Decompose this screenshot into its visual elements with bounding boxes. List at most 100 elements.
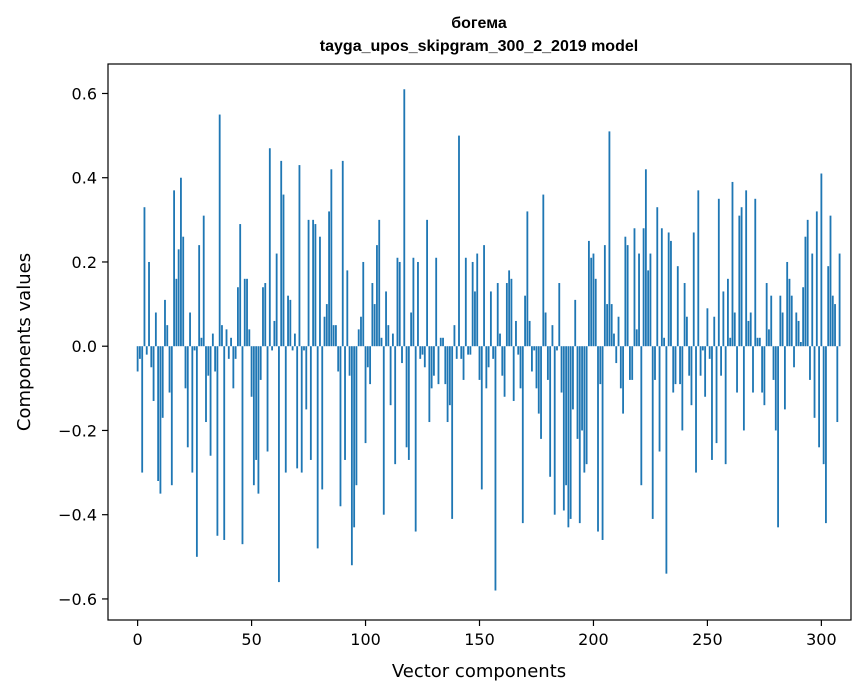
y-tick-label: −0.2 (58, 421, 97, 440)
bar (396, 257, 399, 347)
bar (376, 245, 378, 347)
bar (783, 346, 786, 410)
bar (341, 160, 344, 347)
bar (583, 346, 586, 473)
bar (282, 194, 285, 347)
bar (275, 253, 278, 347)
bar (350, 346, 353, 566)
bar (339, 346, 342, 507)
bar (761, 346, 764, 393)
bar (237, 287, 239, 347)
bar (631, 346, 634, 380)
bar (519, 346, 522, 389)
x-tick-label: 0 (133, 630, 143, 649)
bar (496, 283, 499, 347)
bar (453, 325, 456, 347)
bar (756, 337, 759, 347)
y-axis-label: Components values (14, 253, 35, 431)
bar (647, 270, 650, 347)
bar (836, 346, 839, 423)
bar (243, 278, 246, 347)
bar (651, 346, 654, 519)
bar (717, 198, 720, 347)
bar (644, 169, 647, 347)
bar (590, 257, 593, 347)
bar (366, 346, 369, 368)
bar (779, 295, 782, 347)
bar (207, 346, 210, 376)
bar (587, 240, 590, 347)
bar (200, 337, 203, 347)
bar (221, 325, 223, 347)
bar (389, 346, 392, 406)
bar (517, 346, 520, 355)
bar (699, 346, 702, 376)
bar (442, 337, 444, 347)
bar (695, 346, 697, 473)
bar (745, 190, 748, 347)
bar (252, 346, 255, 486)
bar (642, 228, 645, 347)
bar (510, 278, 513, 347)
bar (799, 342, 802, 347)
bar (209, 346, 212, 456)
bar (239, 224, 242, 347)
bar (765, 283, 768, 347)
bar (346, 270, 349, 347)
bar (227, 346, 230, 359)
bar (293, 333, 296, 347)
bar (437, 346, 440, 385)
bar (205, 346, 207, 423)
bar (248, 329, 251, 347)
bar (380, 337, 383, 347)
bar (262, 287, 264, 347)
bar (640, 346, 643, 486)
bar (391, 333, 394, 347)
bar (665, 346, 668, 574)
bar (430, 346, 433, 389)
bar (186, 346, 189, 448)
bar (478, 346, 481, 380)
bar (309, 346, 312, 460)
bar (250, 346, 253, 397)
bar (161, 346, 164, 418)
bar (501, 346, 504, 376)
bar (795, 312, 798, 347)
bar (298, 165, 301, 347)
bar (428, 346, 431, 423)
bar (448, 346, 451, 406)
bar (300, 346, 303, 473)
bar (654, 346, 656, 380)
bar (314, 224, 317, 347)
chart-subtitle: tayga_upos_skipgram_300_2_2019 model (320, 38, 638, 55)
bar (218, 114, 221, 347)
bar (667, 232, 670, 347)
bar (446, 346, 449, 423)
bar (259, 346, 262, 380)
bar (676, 266, 679, 347)
x-tick-label: 100 (350, 630, 381, 649)
bar (307, 219, 310, 347)
chart-title: богема (451, 15, 507, 32)
bar (419, 346, 422, 359)
bar (802, 287, 805, 347)
bar (793, 346, 795, 368)
bar (485, 346, 488, 389)
bar (508, 270, 511, 347)
bar (417, 261, 419, 347)
bar (191, 346, 194, 473)
bar (357, 329, 360, 347)
bar (742, 346, 745, 431)
bar (189, 312, 191, 347)
bar (141, 346, 144, 473)
bar (774, 346, 777, 431)
bar (268, 148, 271, 347)
bar (597, 346, 599, 532)
bar (790, 295, 793, 347)
bar (154, 312, 157, 347)
bar (184, 346, 187, 389)
bar (822, 346, 825, 465)
bar (521, 346, 524, 524)
bar (444, 346, 447, 385)
bar (362, 261, 365, 347)
